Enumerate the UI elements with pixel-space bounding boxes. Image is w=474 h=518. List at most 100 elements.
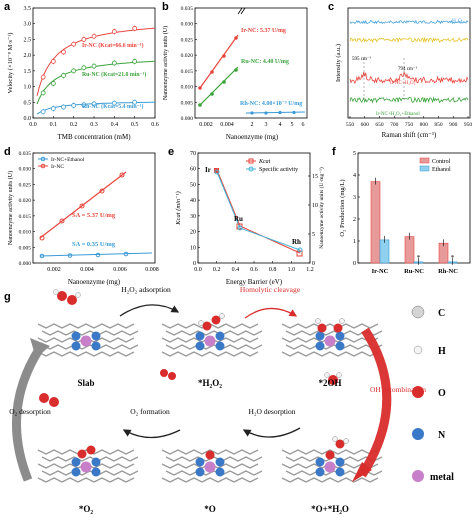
tick-label: 0.035 [181, 6, 194, 12]
tick-label: 50 [190, 182, 196, 188]
state-o-h2o: *O+*H₂O [311, 504, 349, 514]
plot-frame-d [32, 152, 156, 264]
tick-label: 0.005 [19, 245, 32, 251]
a-point [111, 29, 117, 34]
slab-3 [281, 436, 383, 483]
e-label-ru: Ru [234, 215, 243, 223]
f-bar [379, 239, 390, 264]
state-o2: *O₂ [79, 504, 94, 514]
b-point-ir [234, 36, 238, 40]
tick-label: 0.015 [181, 69, 194, 75]
h2o2-molecule [53, 289, 81, 305]
atom-legend: C H O N metal [411, 305, 454, 483]
legend-a-ir: Ir-NC (Kcat=66.6 min⁻¹) [82, 42, 144, 49]
tick-label: 1 [353, 239, 356, 245]
tick-label: 1.2 [306, 267, 314, 273]
tick-label: 900 [449, 122, 458, 128]
tick-label: 0.015 [19, 214, 32, 220]
legend-a-rh: Rh-NC (Kcat=5.4 min⁻¹) [82, 103, 143, 110]
d-ann-sa2: SA = 0.35 U/mg [72, 241, 116, 248]
legend-a-ru: Ru-NC (Kcat=21.0 min⁻¹) [82, 71, 146, 78]
d-point-eth [95, 252, 101, 258]
tick-label: 0.4 [232, 267, 240, 273]
e-point-rh [296, 250, 303, 257]
tick-label: 3 [353, 195, 356, 201]
d-point-irnc [99, 188, 105, 194]
xtick-b-1: 0.004 [220, 122, 234, 128]
xtick-b-4: 4 [279, 122, 282, 128]
tick-label: 0.035 [19, 151, 32, 157]
spectrum-irnc-h2o2 [349, 71, 469, 84]
tick-label: 0.1 [50, 122, 58, 128]
panel-letter-f: f [332, 146, 336, 158]
tick-label: 0.000 [19, 261, 32, 267]
arrow-oh-recombination [358, 327, 392, 478]
tick-label: 0 [353, 261, 356, 267]
e-point-ru-sa [237, 225, 243, 231]
tick-label: 0.6 [250, 267, 258, 273]
b-point-ir [222, 54, 226, 58]
d-ann-sa1: SA = 5.37 U/mg [72, 212, 116, 219]
xlabel-a: TMB concentration (mM) [57, 133, 131, 141]
slab-0 [37, 323, 139, 357]
legend-d-eth: Ir-NC+Ethanol [51, 157, 85, 163]
a-point [50, 81, 56, 86]
tick-label: 10 [312, 203, 318, 209]
b-ann-ir: Ir-NC: 5.37 U/mg [241, 28, 286, 34]
f-star: * [417, 254, 421, 262]
d-point-irnc [119, 172, 125, 178]
panel-d: d 0.000 0.005 0.010 0.015 0.020 0.025 0.030 0.0… [4, 146, 159, 286]
f-star: * [451, 254, 455, 262]
tick-label: 0.030 [19, 167, 32, 173]
tick-label: 0.020 [181, 53, 194, 59]
tick-label: 800 [420, 122, 429, 128]
arrow-h2o-desorption [242, 427, 301, 438]
f-category: Rh-NC [438, 268, 458, 275]
spectrum-h2o2 [349, 19, 469, 25]
b-point-ir [210, 70, 214, 74]
spectrum-ir-nc [349, 36, 469, 44]
ylabel2-e: Nanoenzyme activity units (U·mg⁻¹) [318, 167, 325, 249]
f-category: Ru-NC [404, 268, 424, 275]
a-point [50, 59, 56, 64]
a-point [40, 74, 46, 80]
tick-label: 0.0 [29, 122, 37, 128]
tick-label: 60 [190, 167, 196, 173]
a-point [40, 90, 46, 96]
tick-label: 0.4 [111, 122, 119, 128]
b-ann-ru: Ru-NC: 4.40 U/mg [241, 59, 289, 65]
tick-label: 2 [353, 217, 356, 223]
tick-label: 550 [346, 122, 355, 128]
tick-label: 70 [190, 151, 196, 157]
a-point [81, 102, 87, 108]
legend-e-kcat: Kcat [258, 159, 271, 165]
a-point [132, 59, 138, 64]
tick-label: 0.025 [19, 182, 32, 188]
a-point [61, 104, 66, 110]
o2-formed-molecule [160, 369, 176, 380]
b-point-rh [292, 110, 296, 115]
state-slab: Slab [77, 378, 94, 388]
slab-4 [161, 449, 263, 483]
tick-label: 0.025 [181, 37, 194, 43]
c-ann-irnc: Ir-NC+H₂O₂ [390, 81, 416, 86]
arrow-o2-desorption [11, 345, 44, 482]
xtick-d-1: 0.004 [80, 267, 94, 273]
a-point [81, 37, 87, 42]
tick-label: 0.5 [131, 122, 139, 128]
xtick-b-6: 6 [302, 122, 305, 128]
d-point-irnc [39, 235, 45, 241]
legend-o-icon [412, 386, 424, 398]
o2-molecule [39, 393, 59, 407]
ylabel-f: O₂ Production (mg/L) [339, 179, 346, 236]
a-point [40, 109, 46, 115]
step-h2o-desorption: H₂O desorption [249, 407, 296, 416]
panel-c: c H₂O₂ 595 cm⁻¹ 794 cm⁻¹ Ir-NC+H₂O₂ Ir-N… [328, 1, 472, 139]
legend-h-icon [413, 345, 423, 355]
xtick-b-2: 2 [251, 122, 254, 128]
legend-f-control: Control [432, 159, 451, 165]
a-point [81, 65, 87, 71]
tick-label: 0.8 [269, 267, 277, 273]
tick-label: 0.0 [24, 116, 32, 122]
tick-label: 1.0 [24, 85, 32, 91]
